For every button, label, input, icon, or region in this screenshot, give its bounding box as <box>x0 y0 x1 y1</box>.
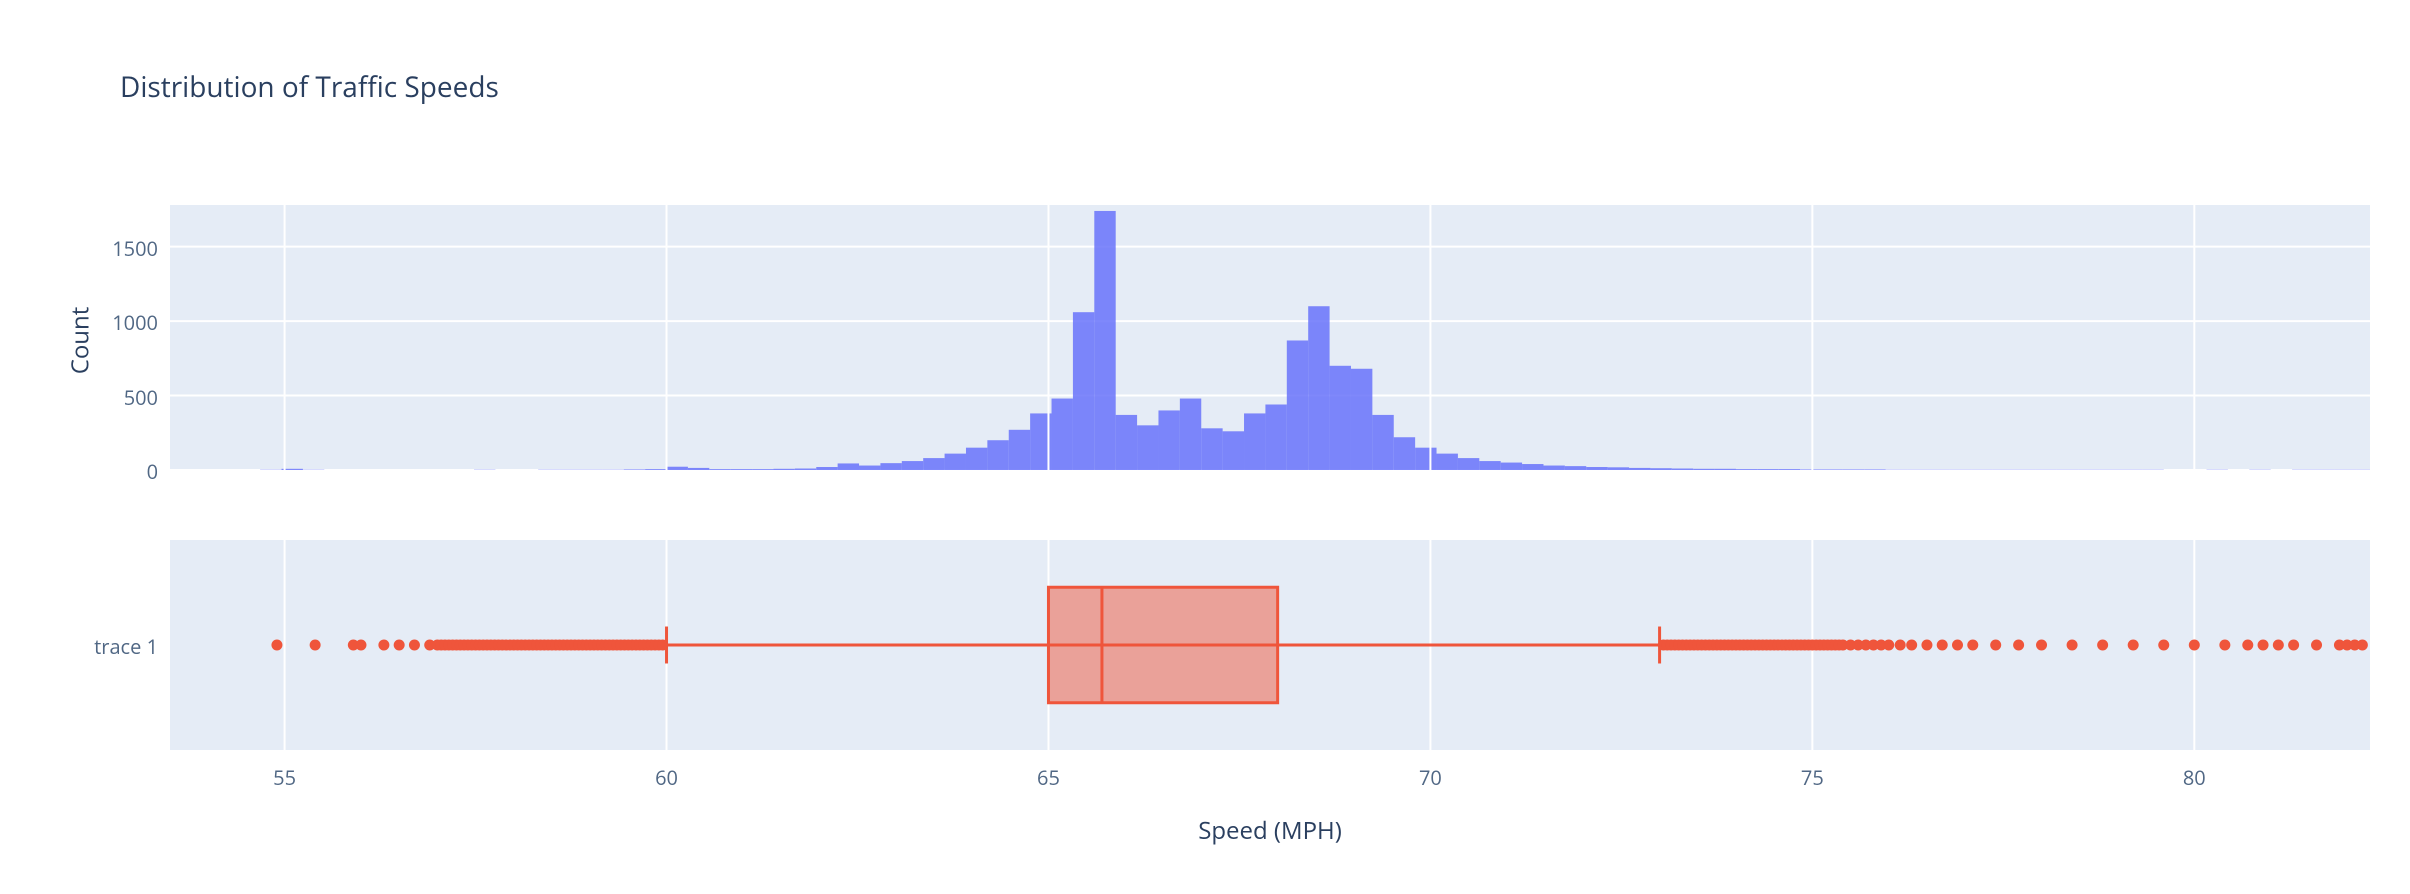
boxplot-panel <box>170 540 2370 750</box>
histogram-y-tick: 500 <box>78 384 158 411</box>
x-tick: 55 <box>255 764 315 791</box>
boxplot-svg <box>170 540 2370 750</box>
x-tick: 70 <box>1400 764 1460 791</box>
histogram-svg <box>170 205 2370 470</box>
x-tick: 80 <box>2164 764 2224 791</box>
histogram-panel <box>170 205 2370 470</box>
x-tick: 65 <box>1018 764 1078 791</box>
figure: Distribution of Traffic Speeds Count 0 50… <box>0 0 2410 894</box>
histogram-y-tick: 1500 <box>78 235 158 262</box>
histogram-y-tick: 1000 <box>78 309 158 336</box>
x-tick: 60 <box>637 764 697 791</box>
x-axis-label: Speed (MPH) <box>1170 814 1370 847</box>
x-tick: 75 <box>1782 764 1842 791</box>
chart-title: Distribution of Traffic Speeds <box>120 68 499 106</box>
histogram-y-axis-label: Count <box>64 280 97 400</box>
histogram-y-tick: 0 <box>78 458 158 485</box>
boxplot-trace-label: trace 1 <box>38 633 158 660</box>
